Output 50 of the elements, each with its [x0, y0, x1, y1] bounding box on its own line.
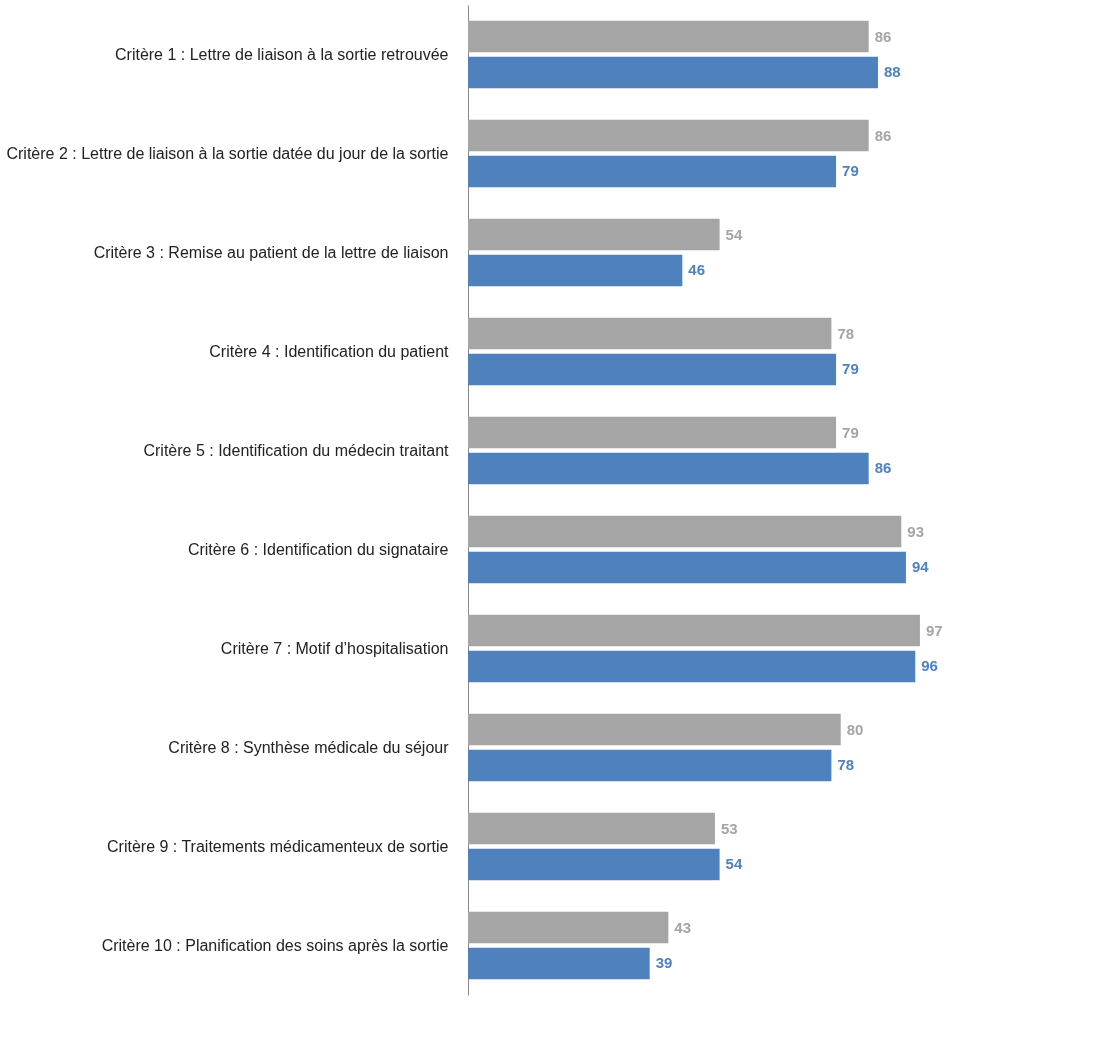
- bar: [468, 155, 837, 188]
- y-tick-label: Critère 3 : Remise au patient de la lettre de liaison: [93, 243, 449, 261]
- data-label: 78: [837, 756, 855, 774]
- data-label: 86: [874, 126, 892, 144]
- bar: [468, 749, 832, 782]
- data-label: 86: [874, 459, 892, 477]
- data-label: 94: [911, 558, 930, 576]
- data-label: 80: [846, 720, 864, 738]
- data-label: 88: [883, 63, 901, 81]
- bar: [468, 515, 902, 548]
- y-tick-label: Critère 2 : Lettre de liaison à la sortie datée du jour de la sortie: [6, 144, 449, 162]
- bar: [468, 416, 837, 449]
- bar: [468, 56, 878, 89]
- data-label: 54: [725, 225, 743, 243]
- data-label: 43: [674, 918, 692, 936]
- bar: [468, 20, 869, 53]
- bar: [468, 812, 715, 845]
- bar: [468, 947, 650, 980]
- bar: [468, 551, 906, 584]
- y-tick-label: Critère 6 : Identification du signataire: [187, 540, 449, 558]
- bar: [468, 254, 683, 287]
- data-label: 97: [925, 621, 943, 639]
- data-label: 79: [842, 162, 859, 180]
- data-label: 96: [921, 657, 938, 675]
- y-tick-label: Critère 7 : Motif d’hospitalisation: [220, 639, 449, 657]
- data-label: 46: [688, 261, 705, 279]
- bar: [468, 119, 869, 152]
- data-label: 79: [842, 360, 859, 378]
- bar: [468, 713, 841, 746]
- y-tick-label: Critère 8 : Synthèse médicale du séjour: [168, 738, 450, 756]
- bar: [468, 317, 832, 350]
- y-tick-label: Critère 5 : Identification du médecin traitant: [143, 441, 450, 459]
- data-label: 39: [655, 954, 673, 972]
- data-label: 53: [720, 819, 738, 837]
- y-tick-label: Critère 1 : Lettre de liaison à la sortie retrouvée: [115, 45, 449, 63]
- y-tick-label: Critère 4 : Identification du patient: [209, 342, 450, 360]
- y-tick-label: Critère 10 : Planification des soins après la sortie: [101, 936, 449, 954]
- bar: [468, 614, 920, 647]
- data-label: 78: [837, 324, 855, 342]
- bar: [468, 218, 720, 251]
- data-label: 79: [842, 423, 859, 441]
- bar: [468, 848, 720, 881]
- bar: [468, 452, 869, 485]
- data-label: 54: [725, 855, 743, 873]
- y-tick-label: Critère 9 : Traitements médicamenteux de sortie: [107, 837, 449, 855]
- bar: [468, 353, 837, 386]
- bar: [468, 650, 916, 683]
- data-label: 93: [907, 522, 924, 540]
- data-label: 86: [874, 27, 892, 45]
- bar: [468, 911, 669, 944]
